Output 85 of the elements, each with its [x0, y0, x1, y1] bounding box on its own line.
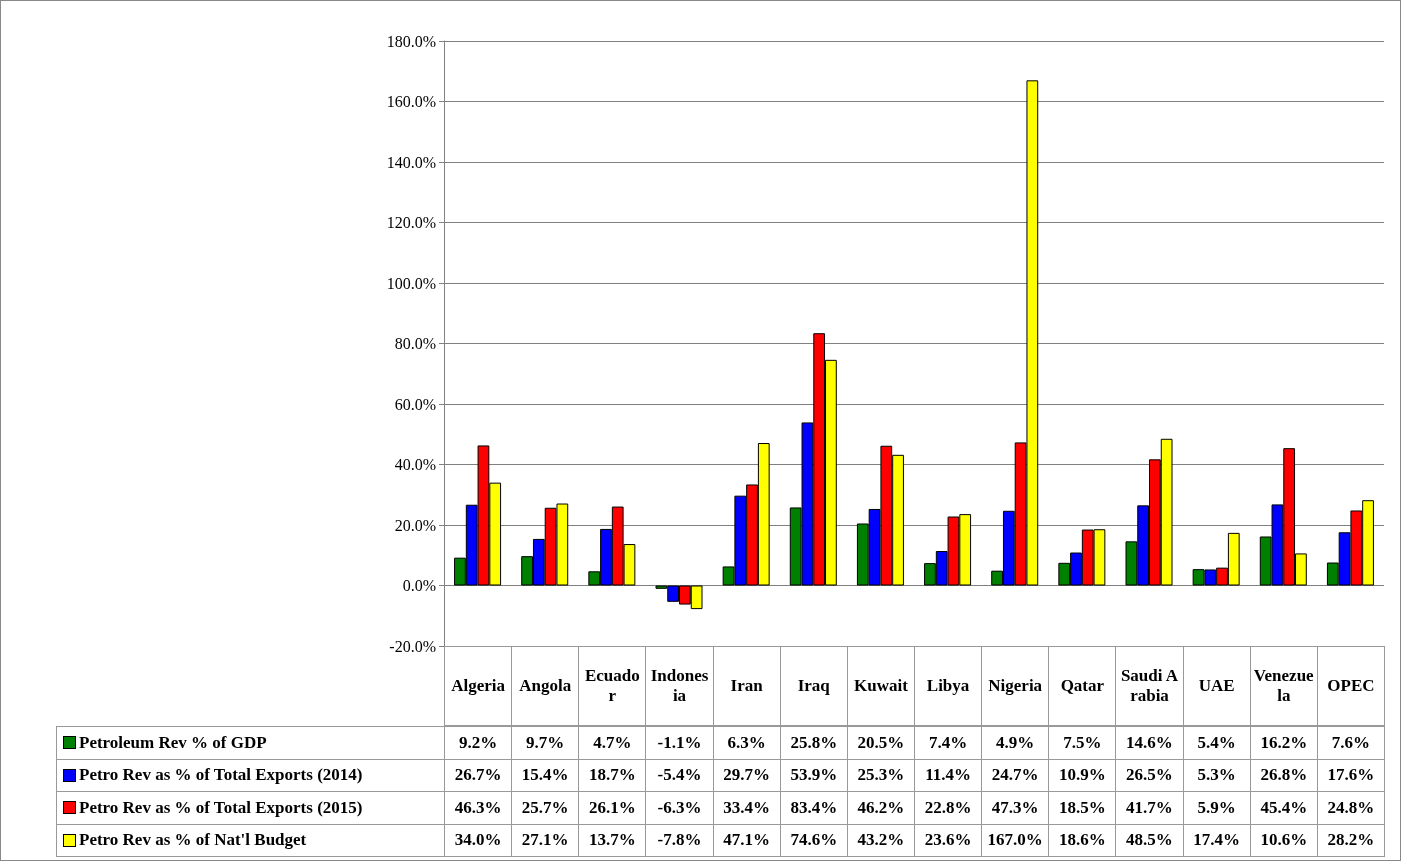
data-label: 41.7%	[1115, 791, 1184, 825]
data-label: 53.9%	[779, 758, 848, 792]
data-label: 27.1%	[511, 823, 580, 857]
y-tick-label: 140.0%	[386, 153, 436, 171]
data-label: 26.1%	[578, 791, 647, 825]
y-tick-label: 20.0%	[394, 516, 436, 534]
data-label: 15.4%	[511, 758, 580, 792]
y-tick-label: 100.0%	[386, 274, 436, 292]
x-tick-label: Algeria	[444, 646, 513, 726]
data-label: 7.6%	[1316, 726, 1385, 760]
legend-label: Petro Rev as % of Total Exports (2015)	[79, 797, 363, 818]
data-label: 48.5%	[1115, 823, 1184, 857]
x-tick-label: Saudi Arabia	[1115, 646, 1184, 726]
data-label: 34.0%	[444, 823, 513, 857]
data-label: 18.5%	[1048, 791, 1117, 825]
data-label: 45.4%	[1249, 791, 1318, 825]
legend-label: Petroleum Rev % of GDP	[79, 732, 267, 753]
data-label: -7.8%	[645, 823, 714, 857]
data-label: 47.3%	[981, 791, 1050, 825]
data-label: 83.4%	[779, 791, 848, 825]
y-tick-label: 180.0%	[386, 32, 436, 50]
data-label: 17.4%	[1182, 823, 1251, 857]
data-label: 14.6%	[1115, 726, 1184, 760]
data-label: 10.9%	[1048, 758, 1117, 792]
x-tick-label: Angola	[511, 646, 580, 726]
data-label: 5.4%	[1182, 726, 1251, 760]
y-tick-label: 80.0%	[394, 335, 436, 352]
data-label: 6.3%	[712, 726, 781, 760]
data-label: 11.4%	[914, 758, 983, 792]
data-label: 4.9%	[981, 726, 1050, 760]
x-tick-label: Kuwait	[846, 646, 915, 726]
x-tick-label: Qatar	[1048, 646, 1117, 726]
data-label: 7.5%	[1048, 726, 1117, 760]
data-label: -1.1%	[645, 726, 714, 760]
data-label: 9.7%	[511, 726, 580, 760]
x-tick-label: Venezuela	[1249, 646, 1318, 726]
y-tick-label: -20.0%	[389, 637, 436, 655]
data-label: 4.7%	[578, 726, 647, 760]
x-tick-label: Libya	[914, 646, 983, 726]
data-label: 28.2%	[1316, 823, 1385, 857]
data-label: 5.3%	[1182, 758, 1251, 792]
y-tick-label: 0.0%	[402, 577, 436, 594]
data-label: 46.3%	[444, 791, 513, 825]
x-tick-label: Indonesia	[645, 646, 714, 726]
data-label: 9.2%	[444, 726, 513, 760]
data-label: 10.6%	[1249, 823, 1318, 857]
x-tick-label: Iraq	[779, 646, 848, 726]
data-label: 18.7%	[578, 758, 647, 792]
y-tick-label: 160.0%	[386, 93, 436, 110]
data-label: 16.2%	[1249, 726, 1318, 760]
y-tick-label: 120.0%	[386, 214, 436, 231]
data-label: 47.1%	[712, 823, 781, 857]
data-label: 167.0%	[981, 823, 1050, 857]
x-tick-label: Nigeria	[981, 646, 1050, 726]
data-label: 26.5%	[1115, 758, 1184, 792]
data-label: 18.6%	[1048, 823, 1117, 857]
x-tick-label: UAE	[1182, 646, 1251, 726]
data-label: 26.7%	[444, 758, 513, 792]
data-label: 23.6%	[914, 823, 983, 857]
x-tick-label: OPEC	[1316, 646, 1385, 726]
y-tick-label: 60.0%	[394, 395, 436, 413]
data-label: 5.9%	[1182, 791, 1251, 825]
data-label: 22.8%	[914, 791, 983, 825]
data-label: 33.4%	[712, 791, 781, 825]
x-tick-label: Ecuador	[578, 646, 647, 726]
data-label: -5.4%	[645, 758, 714, 792]
data-label: 26.8%	[1249, 758, 1318, 792]
data-label: 7.4%	[914, 726, 983, 760]
data-label: 25.3%	[846, 758, 915, 792]
data-label: 24.8%	[1316, 791, 1385, 825]
data-label: 25.8%	[779, 726, 848, 760]
data-label: 29.7%	[712, 758, 781, 792]
data-label: 43.2%	[846, 823, 915, 857]
data-label: 74.6%	[779, 823, 848, 857]
data-label: 20.5%	[846, 726, 915, 760]
legend-label: Petro Rev as % of Total Exports (2014)	[79, 765, 363, 786]
x-tick-label: Iran	[712, 646, 781, 726]
data-label: -6.3%	[645, 791, 714, 825]
data-label: 46.2%	[846, 791, 915, 825]
data-label: 24.7%	[981, 758, 1050, 792]
data-label: 17.6%	[1316, 758, 1385, 792]
legend-label: Petro Rev as % of Nat'l Budget	[79, 830, 307, 851]
data-label: 13.7%	[578, 823, 647, 857]
data-label: 25.7%	[511, 791, 580, 825]
y-tick-label: 40.0%	[394, 456, 436, 473]
